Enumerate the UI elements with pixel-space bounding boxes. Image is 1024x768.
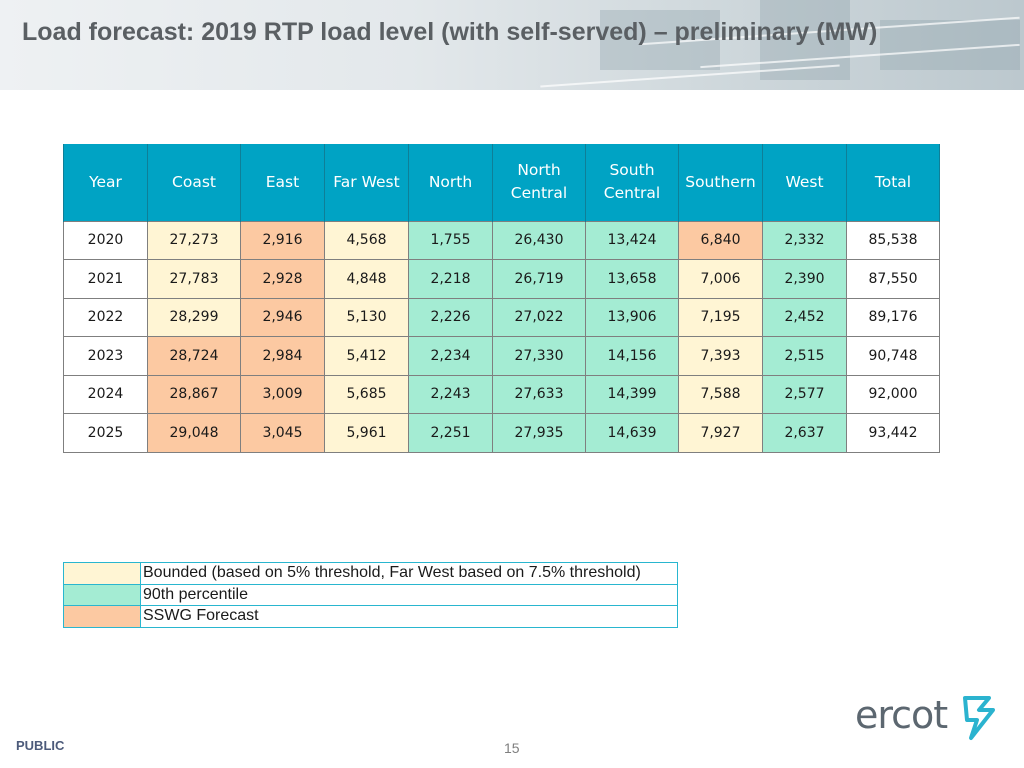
table-cell: 2,226	[408, 297, 493, 337]
table-cell: 7,927	[678, 413, 763, 453]
header-banner	[0, 0, 1024, 90]
table-cell: 2020	[63, 220, 148, 260]
table-cell: 2022	[63, 297, 148, 337]
classification-label: PUBLIC	[16, 738, 65, 753]
table-cell: 2025	[63, 413, 148, 453]
table-cell: 26,430	[492, 220, 586, 260]
table-cell: 2,637	[762, 413, 847, 453]
table-cell: 4,848	[324, 259, 409, 299]
table-cell: 27,273	[147, 220, 241, 260]
column-header: North Central	[492, 144, 586, 221]
table-cell: 27,330	[492, 336, 586, 376]
table-row: 2020 27,273 2,916 4,568 1,755 26,430 13,424 6,8…	[63, 220, 940, 260]
table-cell: 14,399	[585, 374, 679, 414]
table-cell: 27,633	[492, 374, 586, 414]
table-cell: 2021	[63, 259, 148, 299]
legend-row: SSWG Forecast	[63, 605, 678, 628]
table-cell: 89,176	[846, 297, 940, 337]
table-cell: 14,156	[585, 336, 679, 376]
table-cell: 29,048	[147, 413, 241, 453]
table-cell: 2,928	[240, 259, 325, 299]
table-cell: 5,961	[324, 413, 409, 453]
column-header: Far West	[324, 144, 409, 221]
table-cell: 26,719	[492, 259, 586, 299]
table-cell: 2,332	[762, 220, 847, 260]
table-cell: 2,916	[240, 220, 325, 260]
column-header: Year	[63, 144, 148, 221]
column-header: North	[408, 144, 493, 221]
ercot-logo: ercot	[855, 690, 1005, 740]
column-header: Southern	[678, 144, 763, 221]
table-row: 2021 27,783 2,928 4,848 2,218 26,719 13,658 7,0…	[63, 259, 940, 299]
table-cell: 93,442	[846, 413, 940, 453]
legend-row: Bounded (based on 5% threshold, Far West…	[63, 562, 678, 585]
table-cell: 87,550	[846, 259, 940, 299]
table-cell: 2,251	[408, 413, 493, 453]
table-cell: 28,867	[147, 374, 241, 414]
legend-label: 90th percentile	[140, 583, 678, 606]
column-header: Total	[846, 144, 940, 221]
table-cell: 13,906	[585, 297, 679, 337]
column-header: Coast	[147, 144, 241, 221]
table-cell: 2023	[63, 336, 148, 376]
legend-label: Bounded (based on 5% threshold, Far West…	[140, 562, 678, 585]
table-cell: 2,234	[408, 336, 493, 376]
table-cell: 4,568	[324, 220, 409, 260]
lightning-bolt-icon	[963, 696, 995, 740]
table-cell: 13,658	[585, 259, 679, 299]
table-cell: 3,009	[240, 374, 325, 414]
table-cell: 2,452	[762, 297, 847, 337]
table-cell: 6,840	[678, 220, 763, 260]
column-header: East	[240, 144, 325, 221]
table-cell: 13,424	[585, 220, 679, 260]
table-cell: 2,218	[408, 259, 493, 299]
legend-swatch-bounded	[63, 562, 141, 585]
table-cell: 3,045	[240, 413, 325, 453]
slide-title: Load forecast: 2019 RTP load level (with…	[22, 18, 878, 46]
legend-swatch-sswg-forecast	[63, 605, 141, 628]
table-cell: 2,515	[762, 336, 847, 376]
load-forecast-table: Year Coast East Far West North North Cent…	[63, 144, 940, 453]
table-cell: 7,006	[678, 259, 763, 299]
table-cell: 28,724	[147, 336, 241, 376]
table-cell: 27,783	[147, 259, 241, 299]
column-header: West	[762, 144, 847, 221]
table-cell: 2,390	[762, 259, 847, 299]
legend-row: 90th percentile	[63, 583, 678, 606]
table-header-row: Year Coast East Far West North North Cent…	[63, 144, 940, 221]
table-cell: 5,130	[324, 297, 409, 337]
table-row: 2024 28,867 3,009 5,685 2,243 27,633 14,399 7,5…	[63, 374, 940, 414]
logo-wordmark: ercot	[855, 693, 948, 737]
table-row: 2025 29,048 3,045 5,961 2,251 27,935 14,639 7,9…	[63, 413, 940, 453]
table-cell: 1,755	[408, 220, 493, 260]
table-cell: 14,639	[585, 413, 679, 453]
legend-swatch-90th-percentile	[63, 583, 141, 606]
table-cell: 5,685	[324, 374, 409, 414]
color-legend: Bounded (based on 5% threshold, Far West…	[63, 562, 678, 628]
page-number: 15	[504, 740, 520, 756]
table-row: 2023 28,724 2,984 5,412 2,234 27,330 14,156 7,3…	[63, 336, 940, 376]
table-cell: 2,243	[408, 374, 493, 414]
table-cell: 7,195	[678, 297, 763, 337]
table-cell: 2,984	[240, 336, 325, 376]
table-cell: 92,000	[846, 374, 940, 414]
table-cell: 27,022	[492, 297, 586, 337]
table-row: 2022 28,299 2,946 5,130 2,226 27,022 13,906 7,1…	[63, 297, 940, 337]
table-cell: 7,393	[678, 336, 763, 376]
table-cell: 2024	[63, 374, 148, 414]
table-cell: 85,538	[846, 220, 940, 260]
table-cell: 5,412	[324, 336, 409, 376]
column-header: South Central	[585, 144, 679, 221]
table-cell: 90,748	[846, 336, 940, 376]
table-cell: 2,577	[762, 374, 847, 414]
table-cell: 7,588	[678, 374, 763, 414]
table-cell: 28,299	[147, 297, 241, 337]
legend-label: SSWG Forecast	[140, 605, 678, 628]
table-cell: 27,935	[492, 413, 586, 453]
table-cell: 2,946	[240, 297, 325, 337]
